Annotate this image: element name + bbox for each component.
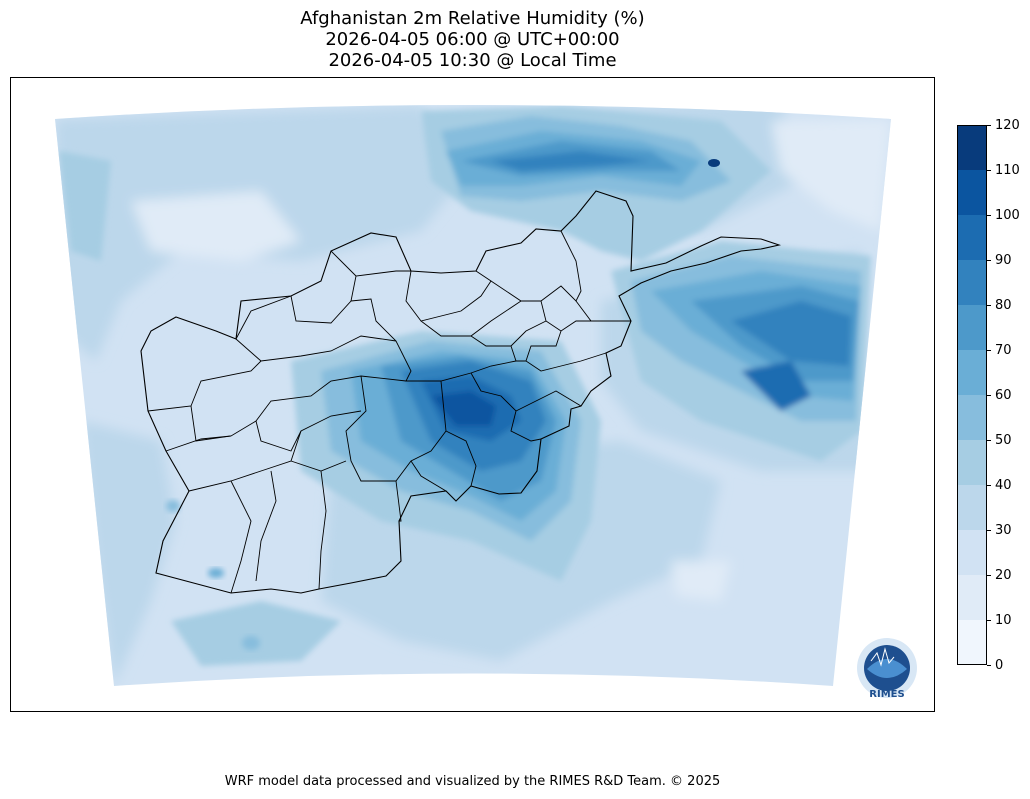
colorbar-tick-label: 0 [995, 657, 1004, 673]
humidity-band-80-90 [491, 151, 651, 171]
colorbar [957, 125, 987, 665]
colorbar-tick-label: 50 [995, 432, 1012, 448]
title-variable: Afghanistan 2m Relative Humidity (%) [300, 8, 645, 29]
colorbar-tick [987, 665, 991, 666]
colorbar-tick-label: 20 [995, 567, 1012, 583]
colorbar-band [957, 125, 987, 170]
colorbar-band [957, 260, 987, 305]
colorbar-tick-label: 120 [995, 117, 1020, 133]
humidity-band-90-100 [741, 361, 811, 411]
colorbar-tick-label: 110 [995, 162, 1020, 178]
colorbar-band [957, 305, 987, 350]
humidity-band-10-20 [671, 561, 731, 601]
colorbar-band [957, 170, 987, 215]
colorbar-tick-label: 10 [995, 612, 1012, 628]
humidity-field [55, 105, 891, 686]
colorbar-tick-label: 60 [995, 387, 1012, 403]
rimes-logo: RIMES [857, 638, 917, 700]
footer-credit: WRF model data processed and visualized … [224, 774, 721, 789]
colorbar-tick-label: 100 [995, 207, 1020, 223]
map-title: Afghanistan 2m Relative Humidity (%) 202… [10, 8, 935, 71]
colorbar-tick-label: 40 [995, 477, 1012, 493]
colorbar-tick [987, 575, 991, 576]
humidity-band-10-20 [131, 191, 301, 261]
colorbar-tick-label: 80 [995, 297, 1012, 313]
map-panel: RIMES [10, 77, 935, 712]
colorbar-band [957, 620, 987, 665]
colorbar-bands [957, 125, 987, 665]
humidity-spot [208, 568, 224, 578]
colorbar-tick-label: 70 [995, 342, 1012, 358]
colorbar-band [957, 215, 987, 260]
colorbar-band [957, 485, 987, 530]
colorbar-band [957, 530, 987, 575]
colorbar-tick [987, 485, 991, 486]
humidity-band-10-20 [771, 119, 891, 231]
humidity-band-80-90 [731, 301, 851, 366]
colorbar-tick-label: 90 [995, 252, 1012, 268]
rimes-logo-text: RIMES [869, 689, 904, 700]
humidity-peak-spot [708, 159, 720, 167]
colorbar-band [957, 395, 987, 440]
colorbar-tick [987, 440, 991, 441]
colorbar-tick [987, 395, 991, 396]
colorbar-tick [987, 350, 991, 351]
colorbar-tick-label: 30 [995, 522, 1012, 538]
title-utc-time: 2026-04-05 06:00 @ UTC+00:00 [325, 29, 620, 50]
colorbar-border [957, 125, 987, 665]
colorbar-tick [987, 530, 991, 531]
colorbar-tick [987, 125, 991, 126]
title-local-time: 2026-04-05 10:30 @ Local Time [328, 50, 617, 71]
humidity-map: RIMES [55, 105, 917, 700]
colorbar-band [957, 440, 987, 485]
colorbar-band [957, 575, 987, 620]
colorbar-tick [987, 305, 991, 306]
colorbar-tick [987, 170, 991, 171]
humidity-band-40-50 [171, 601, 341, 666]
colorbar-tick [987, 620, 991, 621]
humidity-spot [242, 636, 260, 650]
humidity-band-100-110 [431, 391, 496, 426]
colorbar-tick [987, 215, 991, 216]
province-boundaries [147, 230, 631, 594]
colorbar-tick [987, 260, 991, 261]
colorbar-band [957, 350, 987, 395]
humidity-spot [166, 500, 180, 512]
humidity-band-40-50 [59, 151, 111, 261]
